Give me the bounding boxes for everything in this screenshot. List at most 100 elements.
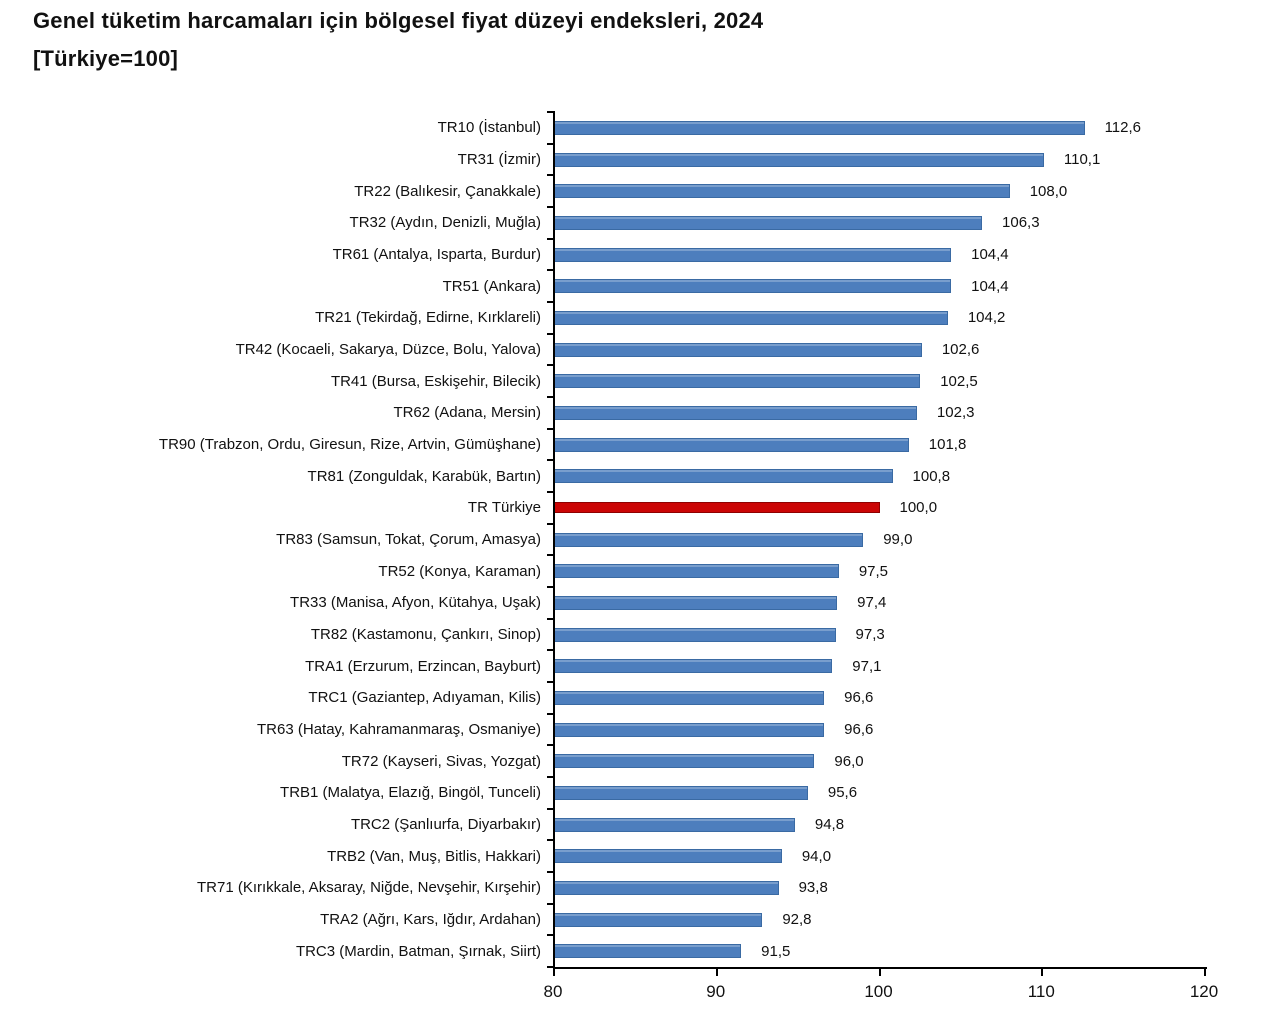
value-label: 100,0: [899, 499, 938, 517]
value-label: 94,8: [814, 816, 845, 834]
bar-track: 112,6: [554, 119, 1205, 136]
x-axis-tick: [1204, 967, 1206, 976]
x-axis-tick: [715, 967, 718, 976]
value-label: 95,6: [827, 784, 858, 802]
category-label: TR51 (Ankara): [442, 277, 541, 295]
chart-row: TR52 (Konya, Karaman) 97,5: [30, 555, 1205, 587]
chart-row: TR41 (Bursa, Eskişehir, Bilecik) 102,5: [30, 365, 1205, 397]
chart-row: TR33 (Manisa, Afyon, Kütahya, Uşak) 97,4: [30, 587, 1205, 619]
bar: [554, 374, 921, 389]
y-axis-tick: [547, 206, 553, 208]
bar-track: 106,3: [554, 214, 1205, 231]
y-axis-tick: [547, 776, 553, 778]
y-axis-tick: [547, 966, 553, 968]
category-label: TR Türkiye: [467, 499, 541, 517]
category-label: TRC2 (Şanlıurfa, Diyarbakır): [350, 816, 541, 834]
bar-track: 94,0: [554, 848, 1205, 865]
category-label: TR63 (Hatay, Kahramanmaraş, Osmaniye): [257, 721, 541, 739]
bar-track: 108,0: [554, 183, 1205, 200]
category-label: TRA2 (Ağrı, Kars, Iğdır, Ardahan): [320, 911, 541, 929]
bar-track: 110,1: [554, 151, 1205, 168]
bar-track: 93,8: [554, 879, 1205, 896]
bar-track: 99,0: [554, 531, 1205, 548]
chart-subtitle: [Türkiye=100]: [33, 45, 179, 71]
bar-track: 102,6: [554, 341, 1205, 358]
value-label: 94,0: [801, 847, 832, 865]
category-label: TR62 (Adana, Mersin): [393, 404, 541, 422]
bar-track: 96,6: [554, 689, 1205, 706]
chart-row: TR61 (Antalya, Isparta, Burdur) 104,4: [30, 239, 1205, 271]
y-axis-tick: [547, 839, 553, 842]
bar: [554, 310, 948, 325]
value-label: 104,4: [971, 277, 1009, 295]
category-label: TR82 (Kastamonu, Çankırı, Sinop): [310, 626, 541, 644]
value-label: 96,6: [844, 721, 874, 739]
bar-track: 104,4: [554, 246, 1205, 263]
bar: [554, 722, 825, 737]
y-axis-tick: [547, 427, 553, 430]
bar-track: 101,8: [554, 436, 1205, 453]
chart-title: Genel tüketim harcamaları için bölgesel …: [33, 8, 764, 33]
bar-track: 104,2: [554, 309, 1205, 326]
bar-track: 97,5: [554, 563, 1205, 580]
bar-track: 100,0: [554, 499, 1205, 516]
bar: [554, 817, 795, 832]
bar-track: 97,4: [554, 594, 1205, 611]
chart-row: TR Türkiye 100,0: [30, 492, 1205, 524]
bar-track: 95,6: [554, 784, 1205, 801]
value-label: 96,6: [844, 689, 874, 707]
y-axis-tick: [547, 237, 553, 240]
x-axis-tick-label: 110: [1027, 982, 1055, 1001]
value-label: 100,8: [912, 467, 951, 485]
chart-row: TR71 (Kırıkkale, Aksaray, Niğde, Nevşehi…: [30, 872, 1205, 904]
y-axis-tick: [547, 649, 553, 652]
value-label: 97,5: [858, 562, 889, 580]
chart-row: TRC1 (Gaziantep, Adıyaman, Kilis) 96,6: [30, 682, 1205, 714]
chart-row: TRB2 (Van, Muş, Bitlis, Hakkari) 94,0: [30, 840, 1205, 872]
value-label: 102,3: [936, 404, 975, 422]
chart-row: TR82 (Kastamonu, Çankırı, Sinop) 97,3: [30, 619, 1205, 651]
chart-row: TR10 (İstanbul) 112,6: [30, 112, 1205, 144]
y-axis-line: [553, 111, 555, 969]
bar-track: 97,3: [554, 626, 1205, 643]
category-label: TR41 (Bursa, Eskişehir, Bilecik): [330, 372, 541, 390]
chart-row: TR42 (Kocaeli, Sakarya, Düzce, Bolu, Yal…: [30, 334, 1205, 366]
value-label: 97,4: [857, 594, 887, 612]
y-axis-tick: [547, 174, 553, 177]
y-axis-tick: [547, 807, 553, 810]
value-label: 93,8: [798, 879, 828, 897]
chart-row: TR32 (Aydın, Denizli, Muğla) 106,3: [30, 207, 1205, 239]
chart-row: TR21 (Tekirdağ, Edirne, Kırklareli) 104,2: [30, 302, 1205, 334]
y-axis-tick: [547, 617, 553, 620]
value-label: 97,3: [855, 626, 885, 644]
chart-row: TRA1 (Erzurum, Erzincan, Bayburt) 97,1: [30, 650, 1205, 682]
y-axis-tick: [547, 301, 553, 303]
bar: [554, 690, 825, 705]
bar-track: 102,5: [554, 373, 1205, 390]
y-axis-tick: [547, 681, 553, 683]
category-label: TR81 (Zonguldak, Karabük, Bartın): [307, 467, 541, 485]
y-axis-tick: [547, 491, 553, 493]
bar: [554, 215, 983, 230]
value-label: 96,0: [834, 752, 864, 770]
x-axis-tick: [1041, 967, 1044, 976]
value-label: 104,2: [967, 309, 1006, 327]
bar-track: 91,5: [554, 943, 1205, 960]
value-label: 92,8: [782, 911, 812, 929]
x-axis-tick-label: 90: [706, 982, 726, 1001]
chart-row: TRA2 (Ağrı, Kars, Iğdır, Ardahan) 92,8: [30, 904, 1205, 936]
category-label: TR52 (Konya, Karaman): [378, 562, 541, 580]
bar-highlight: [554, 502, 880, 514]
bar: [554, 120, 1085, 135]
value-label: 108,0: [1029, 182, 1068, 200]
bar-track: 100,8: [554, 468, 1205, 485]
chart-row: TRC3 (Mardin, Batman, Şırnak, Siirt) 91,5: [30, 935, 1205, 967]
bar: [554, 595, 838, 610]
chart-row: TR31 (İzmir) 110,1: [30, 144, 1205, 176]
category-label: TRB2 (Van, Muş, Bitlis, Hakkari): [327, 847, 541, 865]
category-label: TRB1 (Malatya, Elazığ, Bingöl, Tunceli): [280, 784, 541, 802]
y-axis-tick: [547, 902, 553, 905]
chart-row: TRB1 (Malatya, Elazığ, Bingöl, Tunceli) 9…: [30, 777, 1205, 809]
bar: [554, 754, 815, 769]
